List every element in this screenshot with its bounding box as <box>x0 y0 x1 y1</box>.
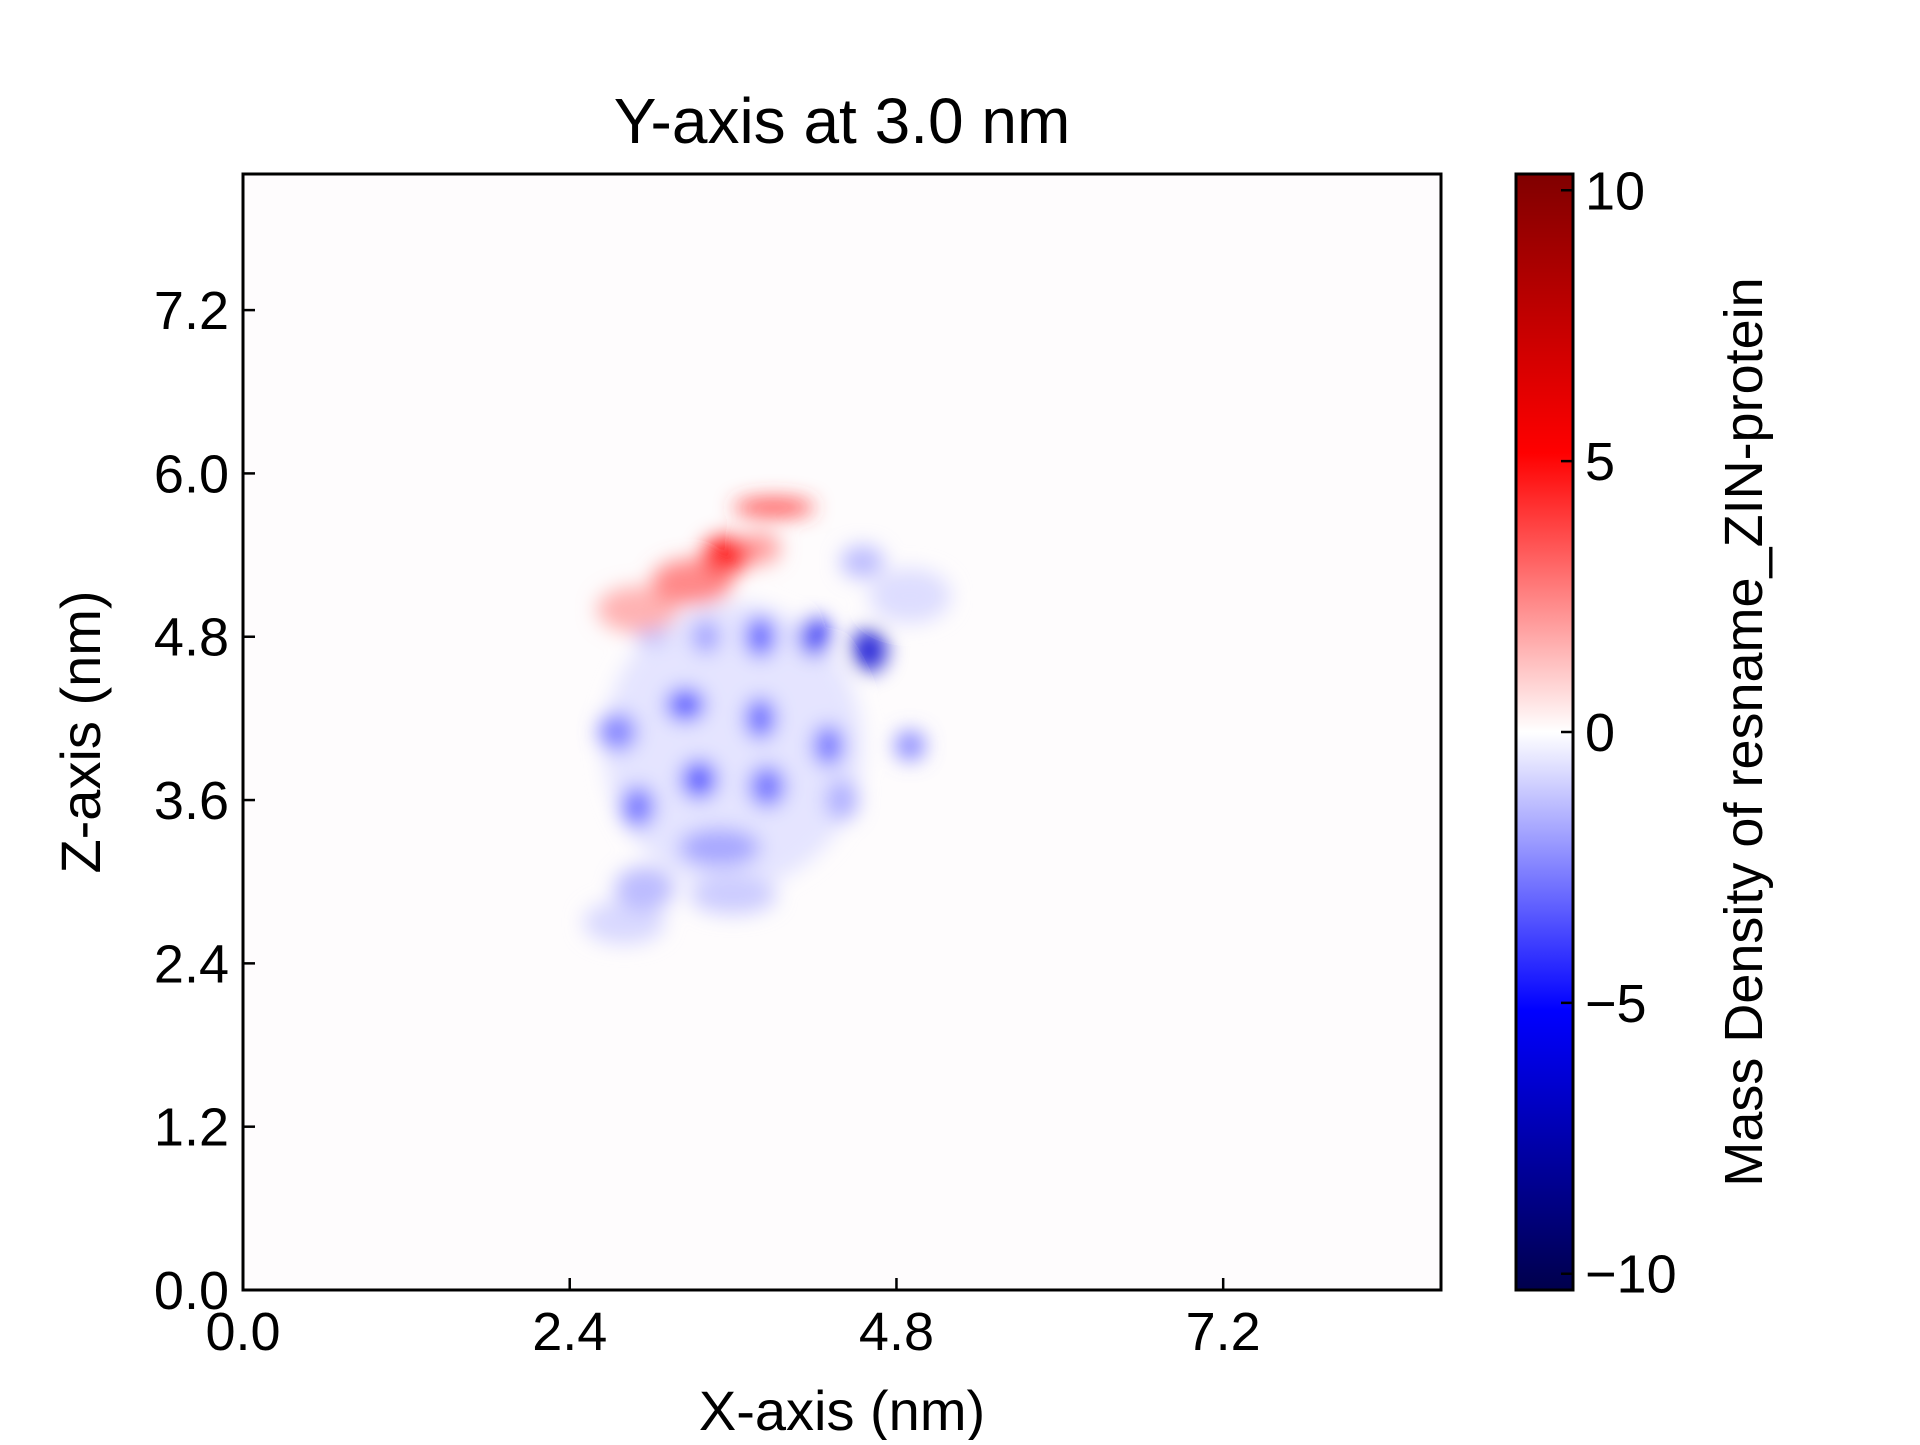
density-blob <box>851 628 887 673</box>
x-tick-label: 0.0 <box>205 1302 280 1362</box>
density-blob <box>840 545 885 579</box>
chart-title: Y-axis at 3.0 nm <box>614 85 1071 157</box>
y-tick-label: 7.2 <box>154 281 229 341</box>
y-tick-label: 4.8 <box>154 608 229 668</box>
colorbar-tick-label: 10 <box>1585 161 1645 221</box>
y-tick-label: 3.6 <box>154 771 229 831</box>
y-tick-label: 0.0 <box>154 1261 229 1321</box>
colorbar-ticks: 10 5 0 −5 −10 <box>1561 161 1677 1305</box>
density-blob <box>749 766 785 807</box>
y-axis-ticks: 0.0 1.2 2.4 3.6 4.8 6.0 7.2 <box>154 281 255 1321</box>
density-blob <box>583 900 666 945</box>
plot-frame <box>241 172 1443 1292</box>
colorbar-tick-label: −5 <box>1585 974 1647 1034</box>
density-blob <box>596 586 679 633</box>
density-blob <box>666 688 705 722</box>
density-blob <box>598 712 637 752</box>
y-tick-label: 6.0 <box>154 444 229 504</box>
y-axis-label: Z-axis (nm) <box>49 590 112 873</box>
x-tick-label: 7.2 <box>1186 1302 1261 1362</box>
density-blob <box>678 828 761 867</box>
y-tick-label: 1.2 <box>154 1098 229 1158</box>
density-blob <box>799 617 830 656</box>
density-blob <box>733 497 815 517</box>
density-blob <box>603 602 863 889</box>
density-blob <box>689 876 777 915</box>
colorbar-tick-label: −10 <box>1585 1245 1677 1305</box>
x-tick-label: 2.4 <box>532 1302 607 1362</box>
y-tick-label: 2.4 <box>154 934 229 994</box>
density-blob <box>745 697 776 739</box>
density-blob <box>701 536 751 575</box>
x-tick-label: 4.8 <box>859 1302 934 1362</box>
density-blob <box>895 730 926 761</box>
density-blob <box>621 786 655 828</box>
heatmap-layer <box>583 497 951 945</box>
density-blob <box>681 760 717 799</box>
density-blob <box>614 866 675 911</box>
density-blob <box>692 620 720 654</box>
density-blob <box>635 628 668 645</box>
colorbar-label: Mass Density of resname_ZIN-protein <box>1714 277 1774 1186</box>
colorbar-tick-label: 0 <box>1585 703 1615 763</box>
x-axis-ticks: 0.0 2.4 4.8 7.2 <box>205 1278 1261 1362</box>
density-blob <box>813 725 844 767</box>
density-blob <box>825 779 859 821</box>
density-blob <box>869 568 951 624</box>
x-axis-label: X-axis (nm) <box>699 1379 985 1440</box>
density-blobs <box>583 497 951 945</box>
colorbar-tick-label: 5 <box>1585 432 1615 492</box>
density-blob <box>745 616 776 658</box>
